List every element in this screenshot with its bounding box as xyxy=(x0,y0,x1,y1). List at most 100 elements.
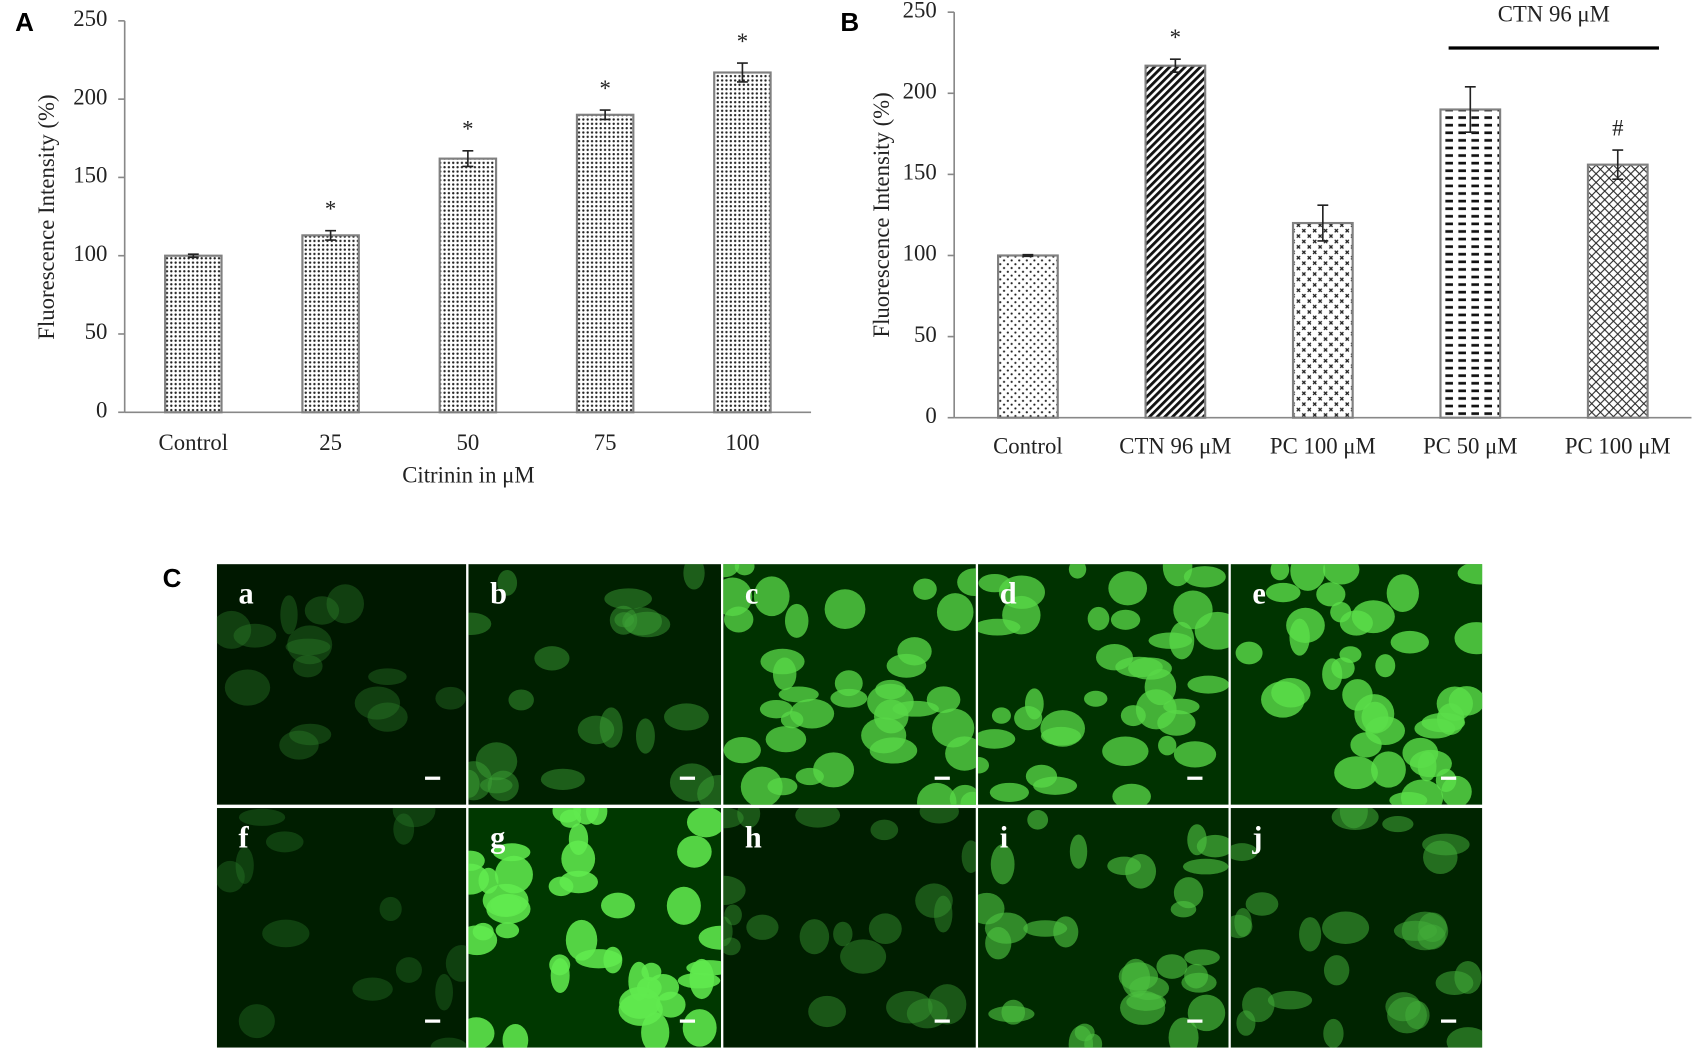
cell xyxy=(550,958,570,993)
cell xyxy=(1184,963,1209,989)
cell xyxy=(772,657,797,691)
cell xyxy=(279,730,319,760)
cell xyxy=(1187,994,1226,1032)
scale-bar xyxy=(679,1019,696,1023)
cell xyxy=(1121,958,1151,998)
cell xyxy=(1187,675,1229,694)
cell xyxy=(1446,1027,1483,1048)
cell xyxy=(978,729,1016,749)
cell xyxy=(1441,775,1472,805)
cell xyxy=(392,808,436,828)
x-tick-label: Control xyxy=(159,430,229,455)
cell xyxy=(949,784,976,805)
cell xyxy=(233,623,277,648)
x-tick-label: 50 xyxy=(456,430,479,455)
error-bar xyxy=(462,149,474,168)
bar xyxy=(575,113,635,414)
cell xyxy=(430,1037,467,1048)
scale-bar xyxy=(934,1019,950,1023)
cell xyxy=(1422,833,1470,856)
y-axis-label: Fluorescence Intensity (%) xyxy=(34,94,59,339)
cell xyxy=(468,612,492,636)
cell xyxy=(559,809,582,828)
cell xyxy=(561,840,596,877)
panel-label: B xyxy=(840,7,859,37)
cell xyxy=(868,913,902,945)
cell xyxy=(502,1023,529,1048)
cell xyxy=(840,939,887,974)
cell xyxy=(1299,917,1322,952)
cell xyxy=(830,688,868,708)
cell xyxy=(870,819,899,841)
cell xyxy=(354,686,401,720)
cell xyxy=(468,925,498,956)
significance-mark: # xyxy=(1612,116,1623,141)
micrograph-label: j xyxy=(1251,821,1262,855)
x-tick-label: PC 100 μM xyxy=(1270,433,1376,458)
cell xyxy=(1389,792,1428,805)
cell xyxy=(978,756,990,774)
cell xyxy=(1417,751,1437,782)
scale-bar xyxy=(1187,1019,1203,1023)
cell xyxy=(280,595,298,635)
cell xyxy=(1405,1000,1430,1030)
cell xyxy=(784,603,809,638)
cell xyxy=(957,568,976,597)
cell xyxy=(686,960,722,976)
significance-mark: * xyxy=(737,29,748,54)
micrograph xyxy=(216,564,467,805)
cell xyxy=(1242,987,1275,1023)
cell xyxy=(1115,656,1163,678)
micrograph xyxy=(978,564,1229,805)
cell xyxy=(933,895,953,933)
cell xyxy=(1230,843,1258,861)
cell xyxy=(289,723,332,746)
cell xyxy=(833,921,853,947)
cell xyxy=(216,610,252,649)
cell xyxy=(1289,618,1310,656)
micrograph xyxy=(723,564,976,805)
cell xyxy=(1135,689,1177,730)
cell xyxy=(265,831,304,853)
x-tick-label: 25 xyxy=(319,430,342,455)
micrograph xyxy=(468,564,722,805)
cell xyxy=(492,843,531,862)
error-bar xyxy=(1022,253,1034,258)
panel-label: A xyxy=(15,7,34,37)
cell xyxy=(669,763,715,802)
cell xyxy=(765,726,807,753)
cell xyxy=(919,808,959,824)
cell xyxy=(1194,611,1229,650)
cell xyxy=(753,576,790,617)
cell xyxy=(1158,735,1177,756)
micrograph xyxy=(1230,564,1483,805)
micrograph-label: b xyxy=(490,577,507,611)
y-axis-label: Fluorescence Intensity (%) xyxy=(869,92,894,337)
x-axis-label: Citrinin in μM xyxy=(402,463,534,488)
cell xyxy=(734,564,755,576)
cell xyxy=(1245,892,1279,916)
cell xyxy=(1322,564,1360,585)
cell xyxy=(740,766,783,805)
cell xyxy=(1386,574,1419,612)
cell xyxy=(1027,810,1049,830)
cell xyxy=(575,949,623,969)
cell xyxy=(799,919,830,955)
cell xyxy=(861,717,907,754)
y-tick-label: 50 xyxy=(914,322,937,347)
bar xyxy=(438,157,498,414)
cell xyxy=(1162,564,1193,587)
cell xyxy=(978,892,1005,925)
cell xyxy=(915,883,953,918)
cell xyxy=(1390,630,1429,654)
cell xyxy=(1068,564,1087,579)
cell xyxy=(224,669,271,706)
cell xyxy=(834,670,863,697)
cell xyxy=(1457,564,1483,585)
cell xyxy=(367,702,408,732)
cell xyxy=(609,605,638,635)
cell xyxy=(262,919,310,948)
y-tick-label: 100 xyxy=(903,241,937,266)
error-bar xyxy=(1464,85,1476,134)
scale-bar xyxy=(425,1019,441,1023)
